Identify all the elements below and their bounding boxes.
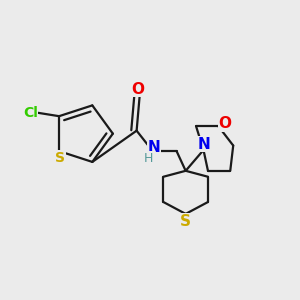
- Text: O: O: [132, 82, 145, 97]
- Text: Cl: Cl: [23, 106, 38, 120]
- Text: H: H: [144, 152, 153, 164]
- Text: S: S: [55, 151, 65, 165]
- Text: S: S: [180, 214, 191, 229]
- Text: N: N: [148, 140, 161, 154]
- Text: N: N: [198, 136, 211, 152]
- Text: O: O: [218, 116, 231, 131]
